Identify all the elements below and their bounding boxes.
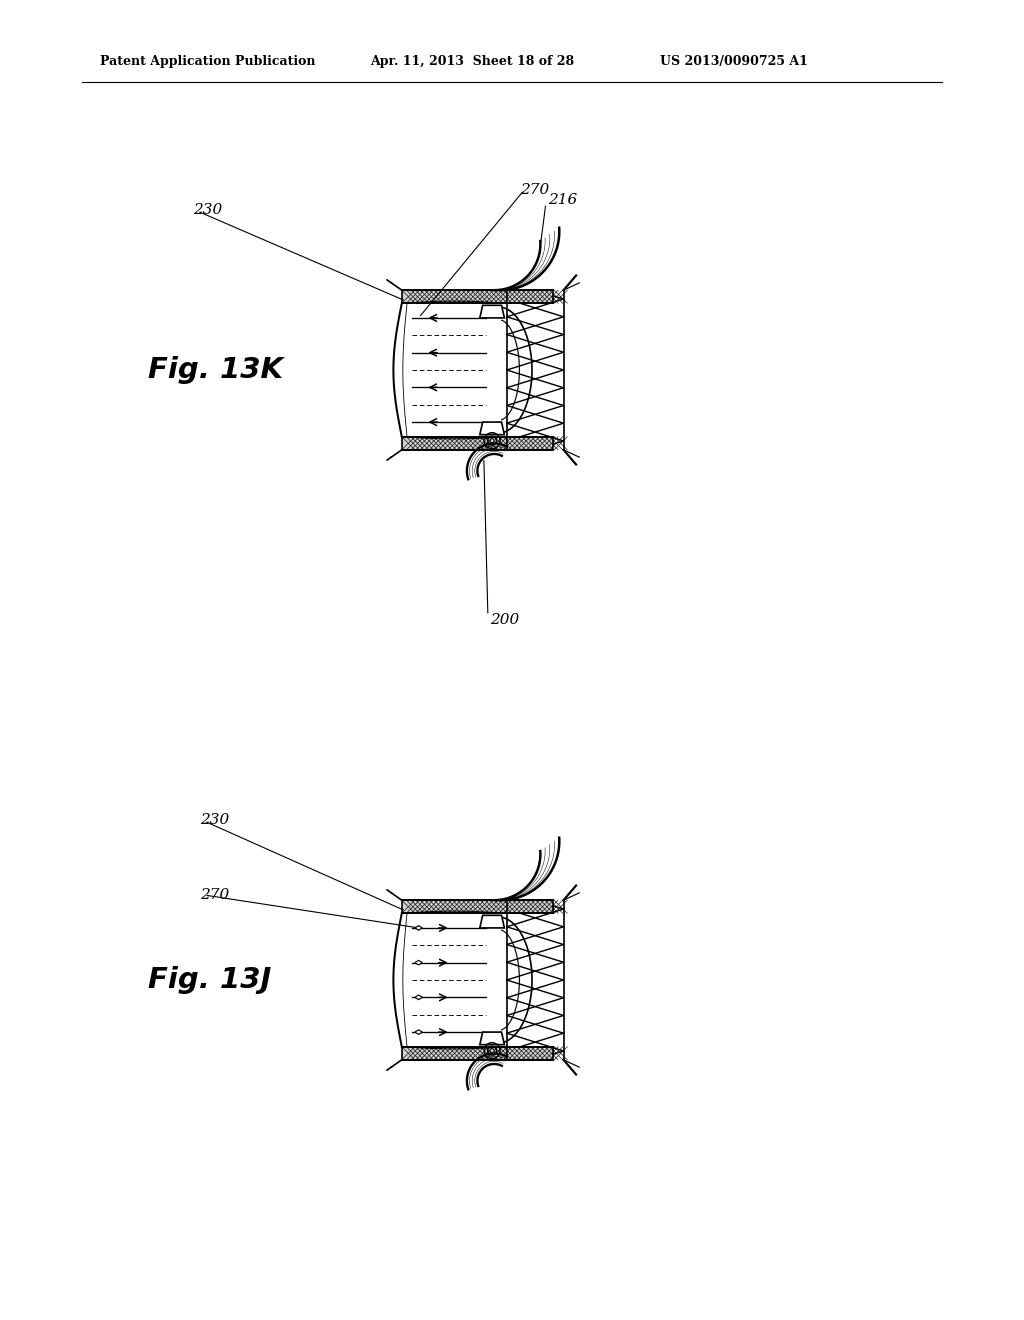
Polygon shape <box>480 1032 505 1044</box>
Text: 230: 230 <box>200 813 229 828</box>
Text: 230: 230 <box>193 203 222 216</box>
Text: 200: 200 <box>490 612 519 627</box>
Text: 270: 270 <box>520 183 549 197</box>
Bar <box>401 1047 553 1060</box>
Bar <box>401 437 553 450</box>
Text: 216: 216 <box>548 193 578 207</box>
Polygon shape <box>415 925 422 931</box>
Bar <box>401 290 553 304</box>
Bar <box>401 900 553 913</box>
Text: US 2013/0090725 A1: US 2013/0090725 A1 <box>660 55 808 69</box>
Polygon shape <box>415 1030 422 1035</box>
Text: Apr. 11, 2013  Sheet 18 of 28: Apr. 11, 2013 Sheet 18 of 28 <box>370 55 574 69</box>
Polygon shape <box>480 915 505 928</box>
Polygon shape <box>480 422 505 434</box>
Polygon shape <box>480 305 505 318</box>
Circle shape <box>490 438 495 442</box>
Circle shape <box>490 1048 495 1052</box>
Text: Fig. 13K: Fig. 13K <box>148 356 283 384</box>
Text: Fig. 13J: Fig. 13J <box>148 966 271 994</box>
Text: 270: 270 <box>200 888 229 902</box>
Polygon shape <box>415 995 422 999</box>
Text: Patent Application Publication: Patent Application Publication <box>100 55 315 69</box>
Polygon shape <box>415 961 422 965</box>
